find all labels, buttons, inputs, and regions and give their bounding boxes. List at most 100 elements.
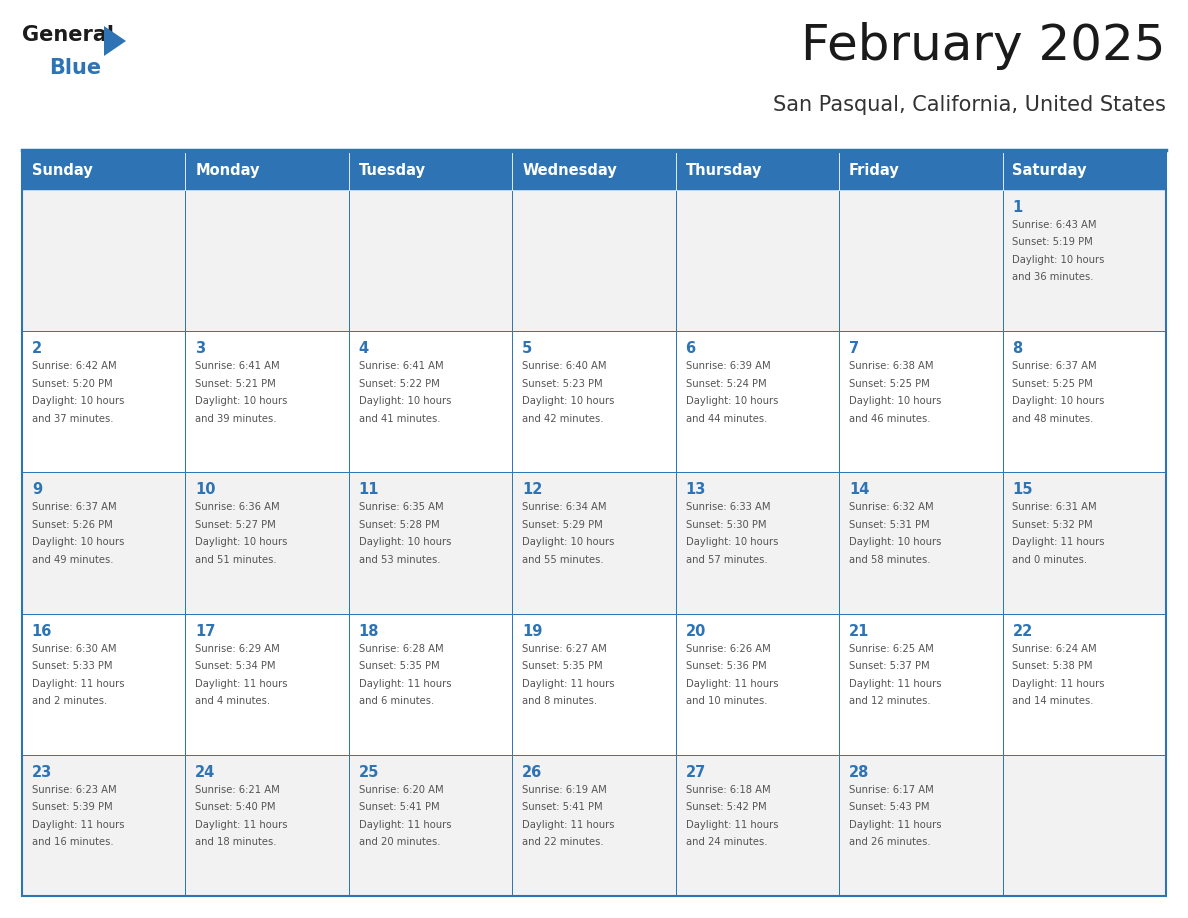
- Text: Sunset: 5:25 PM: Sunset: 5:25 PM: [849, 379, 930, 388]
- Text: Sunset: 5:37 PM: Sunset: 5:37 PM: [849, 661, 929, 671]
- Text: and 58 minutes.: and 58 minutes.: [849, 554, 930, 565]
- Bar: [349, 473, 512, 613]
- Text: and 55 minutes.: and 55 minutes.: [522, 554, 604, 565]
- Text: and 10 minutes.: and 10 minutes.: [685, 696, 767, 706]
- Text: Daylight: 11 hours: Daylight: 11 hours: [359, 820, 451, 830]
- Text: Daylight: 11 hours: Daylight: 11 hours: [685, 678, 778, 688]
- Text: Sunset: 5:42 PM: Sunset: 5:42 PM: [685, 802, 766, 812]
- Text: and 51 minutes.: and 51 minutes.: [195, 554, 277, 565]
- Text: and 39 minutes.: and 39 minutes.: [195, 414, 277, 424]
- Text: 13: 13: [685, 482, 706, 498]
- Bar: [23, 755, 185, 896]
- Text: Sunset: 5:26 PM: Sunset: 5:26 PM: [32, 520, 113, 530]
- Text: Sunrise: 6:20 AM: Sunrise: 6:20 AM: [359, 785, 443, 795]
- Text: Saturday: Saturday: [1012, 163, 1087, 178]
- Text: Sunset: 5:20 PM: Sunset: 5:20 PM: [32, 379, 113, 388]
- Text: 27: 27: [685, 765, 706, 779]
- Text: Thursday: Thursday: [685, 163, 762, 178]
- Text: and 0 minutes.: and 0 minutes.: [1012, 554, 1087, 565]
- Polygon shape: [105, 26, 126, 56]
- Text: 17: 17: [195, 623, 215, 639]
- Bar: [1003, 331, 1165, 473]
- Text: and 6 minutes.: and 6 minutes.: [359, 696, 434, 706]
- Text: 10: 10: [195, 482, 216, 498]
- Text: Sunrise: 6:35 AM: Sunrise: 6:35 AM: [359, 502, 443, 512]
- Text: and 37 minutes.: and 37 minutes.: [32, 414, 113, 424]
- Text: Sunrise: 6:31 AM: Sunrise: 6:31 AM: [1012, 502, 1097, 512]
- Text: Sunrise: 6:37 AM: Sunrise: 6:37 AM: [32, 502, 116, 512]
- Text: 28: 28: [849, 765, 870, 779]
- Text: 19: 19: [522, 623, 543, 639]
- Bar: [839, 755, 1003, 896]
- Text: Sunset: 5:24 PM: Sunset: 5:24 PM: [685, 379, 766, 388]
- Text: Sunset: 5:41 PM: Sunset: 5:41 PM: [522, 802, 602, 812]
- Text: 11: 11: [359, 482, 379, 498]
- Bar: [676, 190, 839, 331]
- Bar: [23, 152, 1165, 896]
- Bar: [349, 331, 512, 473]
- Text: and 22 minutes.: and 22 minutes.: [522, 837, 604, 847]
- Text: Sunset: 5:19 PM: Sunset: 5:19 PM: [1012, 238, 1093, 248]
- Text: and 57 minutes.: and 57 minutes.: [685, 554, 767, 565]
- Text: Daylight: 10 hours: Daylight: 10 hours: [359, 397, 451, 406]
- Text: Sunset: 5:38 PM: Sunset: 5:38 PM: [1012, 661, 1093, 671]
- Text: Sunset: 5:30 PM: Sunset: 5:30 PM: [685, 520, 766, 530]
- Text: Sunset: 5:36 PM: Sunset: 5:36 PM: [685, 661, 766, 671]
- Text: Sunrise: 6:25 AM: Sunrise: 6:25 AM: [849, 644, 934, 654]
- Text: Sunrise: 6:40 AM: Sunrise: 6:40 AM: [522, 361, 607, 371]
- Text: Sunset: 5:35 PM: Sunset: 5:35 PM: [522, 661, 602, 671]
- Bar: [349, 190, 512, 331]
- Text: Daylight: 11 hours: Daylight: 11 hours: [849, 820, 941, 830]
- Text: Sunrise: 6:18 AM: Sunrise: 6:18 AM: [685, 785, 770, 795]
- Text: Daylight: 10 hours: Daylight: 10 hours: [195, 537, 287, 547]
- Text: Sunrise: 6:26 AM: Sunrise: 6:26 AM: [685, 644, 770, 654]
- Text: and 24 minutes.: and 24 minutes.: [685, 837, 767, 847]
- Bar: [1003, 755, 1165, 896]
- Text: Sunrise: 6:30 AM: Sunrise: 6:30 AM: [32, 644, 116, 654]
- Text: and 48 minutes.: and 48 minutes.: [1012, 414, 1094, 424]
- Bar: [676, 152, 839, 190]
- Bar: [512, 331, 676, 473]
- Text: Daylight: 11 hours: Daylight: 11 hours: [849, 678, 941, 688]
- Bar: [185, 473, 349, 613]
- Text: Sunrise: 6:29 AM: Sunrise: 6:29 AM: [195, 644, 280, 654]
- Bar: [185, 331, 349, 473]
- Text: Daylight: 10 hours: Daylight: 10 hours: [195, 397, 287, 406]
- Text: 7: 7: [849, 341, 859, 356]
- Bar: [676, 473, 839, 613]
- Text: Sunset: 5:43 PM: Sunset: 5:43 PM: [849, 802, 929, 812]
- Text: Sunday: Sunday: [32, 163, 93, 178]
- Text: Sunrise: 6:41 AM: Sunrise: 6:41 AM: [359, 361, 443, 371]
- Bar: [1003, 190, 1165, 331]
- Text: and 14 minutes.: and 14 minutes.: [1012, 696, 1094, 706]
- Text: 26: 26: [522, 765, 543, 779]
- Text: Sunrise: 6:43 AM: Sunrise: 6:43 AM: [1012, 220, 1097, 230]
- Bar: [839, 473, 1003, 613]
- Text: Sunset: 5:22 PM: Sunset: 5:22 PM: [359, 379, 440, 388]
- Bar: [1003, 473, 1165, 613]
- Text: 15: 15: [1012, 482, 1032, 498]
- Bar: [349, 613, 512, 755]
- Text: Daylight: 11 hours: Daylight: 11 hours: [522, 820, 614, 830]
- Text: 16: 16: [32, 623, 52, 639]
- Text: Sunrise: 6:21 AM: Sunrise: 6:21 AM: [195, 785, 280, 795]
- Text: Daylight: 11 hours: Daylight: 11 hours: [32, 678, 125, 688]
- Text: Sunset: 5:21 PM: Sunset: 5:21 PM: [195, 379, 276, 388]
- Text: Daylight: 11 hours: Daylight: 11 hours: [195, 678, 287, 688]
- Text: Daylight: 10 hours: Daylight: 10 hours: [685, 537, 778, 547]
- Text: Daylight: 10 hours: Daylight: 10 hours: [32, 537, 125, 547]
- Bar: [512, 152, 676, 190]
- Text: 20: 20: [685, 623, 706, 639]
- Text: Daylight: 11 hours: Daylight: 11 hours: [195, 820, 287, 830]
- Text: and 8 minutes.: and 8 minutes.: [522, 696, 598, 706]
- Text: 3: 3: [195, 341, 206, 356]
- Bar: [349, 152, 512, 190]
- Text: Sunrise: 6:17 AM: Sunrise: 6:17 AM: [849, 785, 934, 795]
- Text: 14: 14: [849, 482, 870, 498]
- Text: 18: 18: [359, 623, 379, 639]
- Text: 4: 4: [359, 341, 368, 356]
- Bar: [23, 331, 185, 473]
- Text: Wednesday: Wednesday: [522, 163, 617, 178]
- Text: Sunset: 5:28 PM: Sunset: 5:28 PM: [359, 520, 440, 530]
- Text: 22: 22: [1012, 623, 1032, 639]
